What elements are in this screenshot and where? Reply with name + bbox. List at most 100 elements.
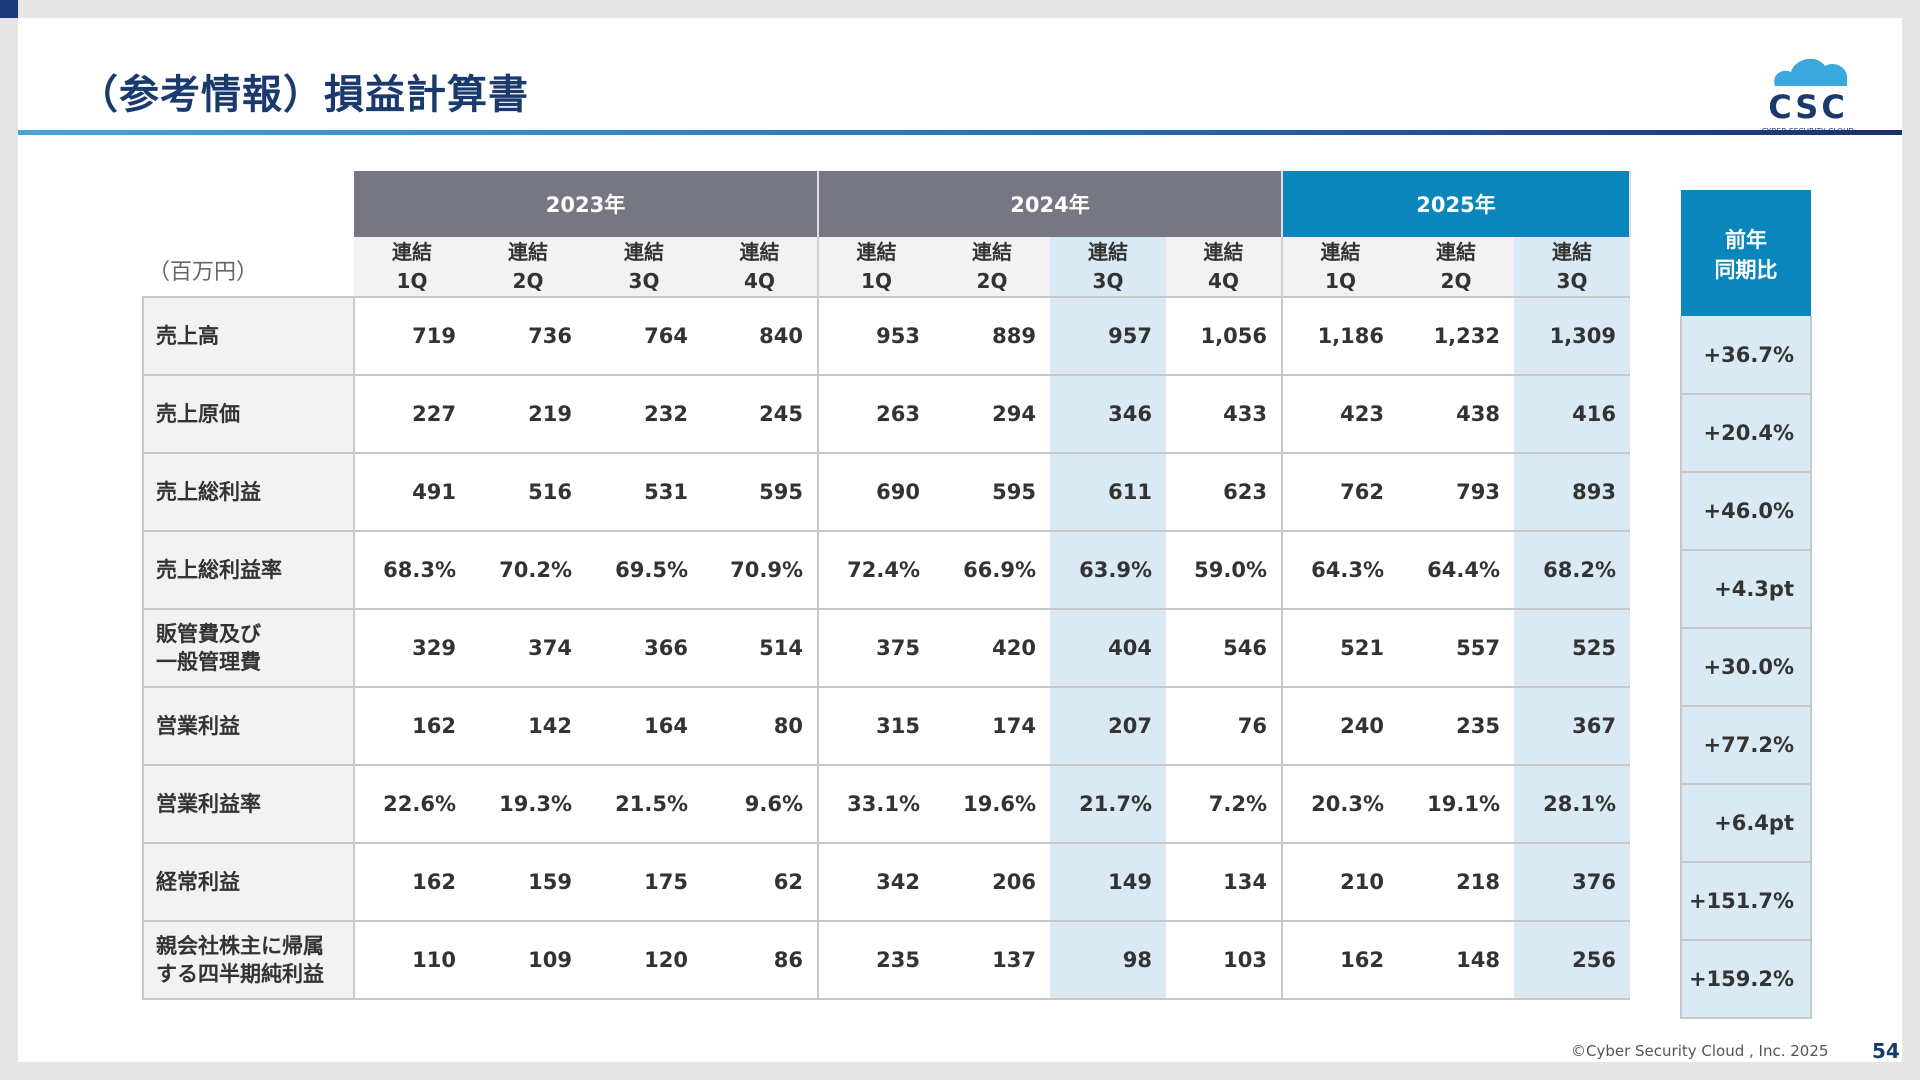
- table-row: +46.0%: [1680, 472, 1812, 551]
- yoy-cell: +159.2%: [1680, 940, 1812, 1019]
- table-cell: 162: [354, 687, 470, 766]
- table-cell: 611: [1050, 453, 1166, 532]
- table-row: 売上原価 227 219 232 245 263 294 346 433 423…: [142, 375, 1630, 454]
- table-cell: 367: [1514, 687, 1630, 766]
- table-cell: 514: [702, 609, 819, 688]
- table-cell: 66.9%: [934, 531, 1050, 610]
- quarter-header: 連結 1Q: [1282, 237, 1398, 297]
- table-row: 営業利益率 22.6% 19.3% 21.5% 9.6% 33.1% 19.6%…: [142, 765, 1630, 844]
- table-cell: 736: [470, 296, 586, 376]
- page-title: （参考情報）損益計算書: [78, 72, 529, 118]
- table-cell: 137: [934, 921, 1050, 1000]
- row-label: 売上高: [142, 296, 355, 376]
- table-cell: 109: [470, 921, 586, 1000]
- table-row: +4.3pt: [1680, 550, 1812, 629]
- table-cell: 174: [934, 687, 1050, 766]
- table-cell: 70.9%: [702, 531, 819, 610]
- quarter-header: 連結 1Q: [354, 237, 470, 297]
- table-cell: 21.7%: [1050, 765, 1166, 844]
- table-cell: 28.1%: [1514, 765, 1630, 844]
- table-cell: 64.4%: [1398, 531, 1514, 610]
- table-cell: 9.6%: [702, 765, 819, 844]
- row-label: 売上総利益率: [142, 531, 355, 610]
- row-label: 販管費及び 一般管理費: [142, 609, 355, 688]
- table-cell: 219: [470, 375, 586, 454]
- quarter-header-highlight: 連結 3Q: [1050, 237, 1166, 297]
- table-cell: 294: [934, 375, 1050, 454]
- table-cell: 62: [702, 843, 819, 922]
- yoy-cell: +77.2%: [1680, 706, 1812, 785]
- table-cell: 22.6%: [354, 765, 470, 844]
- table-cell: 7.2%: [1166, 765, 1283, 844]
- table-row: 経常利益 162 159 175 62 342 206 149 134 210 …: [142, 843, 1630, 922]
- table-cell: 64.3%: [1282, 531, 1398, 610]
- table-cell: 103: [1166, 921, 1283, 1000]
- table-cell: 521: [1282, 609, 1398, 688]
- table-cell: 893: [1514, 453, 1630, 532]
- table-cell: 110: [354, 921, 470, 1000]
- table-cell: 19.6%: [934, 765, 1050, 844]
- quarter-header: 連結 4Q: [1166, 237, 1283, 297]
- table-cell: 1,186: [1282, 296, 1398, 376]
- table-cell: 164: [586, 687, 702, 766]
- row-label: 営業利益率: [142, 765, 355, 844]
- copyright: ©Cyber Security Cloud , Inc. 2025: [1571, 1042, 1829, 1060]
- table-row: +36.7%: [1680, 316, 1812, 395]
- table-cell: 63.9%: [1050, 531, 1166, 610]
- table-cell: 375: [818, 609, 934, 688]
- table-cell: 69.5%: [586, 531, 702, 610]
- quarter-header: 連結 2Q: [470, 237, 586, 297]
- table-cell: 159: [470, 843, 586, 922]
- yoy-cell: +6.4pt: [1680, 784, 1812, 863]
- table-cell: 33.1%: [818, 765, 934, 844]
- row-label: 親会社株主に帰属 する四半期純利益: [142, 921, 355, 1000]
- table-cell: 957: [1050, 296, 1166, 376]
- table-cell: 80: [702, 687, 819, 766]
- table-cell: 70.2%: [470, 531, 586, 610]
- unit-label: （百万円）: [148, 260, 259, 285]
- table-cell: 376: [1514, 843, 1630, 922]
- table-cell: 175: [586, 843, 702, 922]
- slide: （参考情報）損益計算書 CSC CYBER SECURITY CLOUD （百万…: [18, 18, 1902, 1063]
- table-cell: 59.0%: [1166, 531, 1283, 610]
- table-cell: 793: [1398, 453, 1514, 532]
- page-number: 54: [1872, 1039, 1900, 1063]
- yoy-header: 前年 同期比: [1681, 190, 1811, 316]
- table-row: +6.4pt: [1680, 784, 1812, 863]
- table-cell: 374: [470, 609, 586, 688]
- table-cell: 516: [470, 453, 586, 532]
- table-row: 売上高 719 736 764 840 953 889 957 1,056 1,…: [142, 296, 1630, 376]
- table-cell: 21.5%: [586, 765, 702, 844]
- table-cell: 76: [1166, 687, 1283, 766]
- logo-subtext: CYBER SECURITY CLOUD: [1762, 127, 1855, 136]
- table-cell: 525: [1514, 609, 1630, 688]
- row-label: 売上総利益: [142, 453, 355, 532]
- table-cell: 232: [586, 375, 702, 454]
- table-cell: 404: [1050, 609, 1166, 688]
- income-statement-table: 2023年 2024年 2025年 連結 1Q 連結 2Q 連結 3Q 連結 4Q 連結…: [142, 171, 1631, 1000]
- table-cell: 433: [1166, 375, 1283, 454]
- company-logo: CSC CYBER SECURITY CLOUD: [1753, 46, 1863, 138]
- table-cell: 329: [354, 609, 470, 688]
- table-cell: 531: [586, 453, 702, 532]
- table-row: 売上総利益率 68.3% 70.2% 69.5% 70.9% 72.4% 66.…: [142, 531, 1630, 610]
- yoy-cell: +36.7%: [1680, 316, 1812, 395]
- table-cell: 889: [934, 296, 1050, 376]
- empty-corner: [143, 237, 354, 297]
- table-cell: 438: [1398, 375, 1514, 454]
- table-cell: 366: [586, 609, 702, 688]
- quarter-header: 連結 2Q: [934, 237, 1050, 297]
- table-cell: 342: [818, 843, 934, 922]
- table-cell: 595: [702, 453, 819, 532]
- table-cell: 546: [1166, 609, 1283, 688]
- table-cell: 416: [1514, 375, 1630, 454]
- table-cell: 148: [1398, 921, 1514, 1000]
- table-row: +20.4%: [1680, 394, 1812, 473]
- table-cell: 623: [1166, 453, 1283, 532]
- quarter-header: 連結 4Q: [702, 237, 819, 297]
- table-cell: 491: [354, 453, 470, 532]
- table-cell: 162: [354, 843, 470, 922]
- yoy-table: 前年 同期比 +36.7% +20.4% +46.0% +4.3pt +30.0…: [1680, 190, 1812, 1019]
- table-cell: 134: [1166, 843, 1283, 922]
- quarter-header-highlight: 連結 3Q: [1514, 237, 1630, 297]
